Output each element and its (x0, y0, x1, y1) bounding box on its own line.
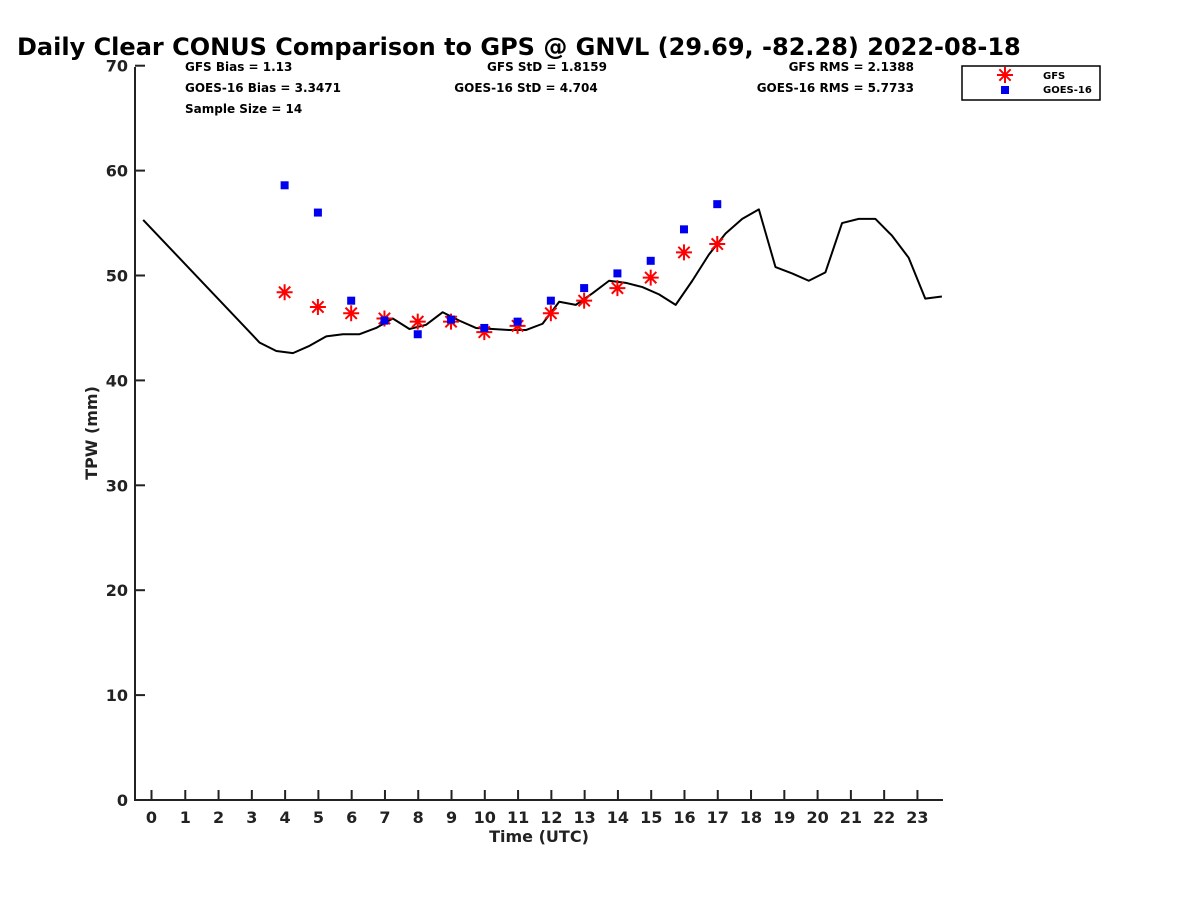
gfs-point-strokes (276, 284, 293, 301)
x-tick-label: 16 (673, 808, 695, 827)
x-tick-label: 8 (413, 808, 424, 827)
x-ticks: 0 1 2 3 4 5 6 7 8 9 10 11 12 13 14 15 16 17 18 19 20 21 22 23 (146, 790, 929, 827)
goes-point (313, 208, 322, 217)
goes-rms-text: GOES-16 RMS = 5.7733 (757, 81, 914, 95)
gfs-point-strokes (343, 305, 360, 322)
goes-point (380, 316, 389, 325)
legend-goes-marker (1001, 86, 1009, 94)
gfs-point (343, 305, 360, 322)
gfs-bias-text: GFS Bias = 1.13 (185, 60, 292, 74)
y-tick-label: 50 (106, 267, 128, 286)
y-tick-label: 0 (117, 791, 128, 810)
goes-point (646, 256, 655, 265)
gfs-point (642, 269, 659, 286)
x-tick-label: 20 (806, 808, 828, 827)
goes-std-text: GOES-16 StD = 4.704 (454, 81, 597, 95)
y-axis-label: TPW (mm) (82, 386, 101, 480)
goes-point (513, 317, 522, 326)
x-tick-label: 11 (507, 808, 529, 827)
stats-annotations: GFS Bias = 1.13 GOES-16 Bias = 3.3471 Sa… (185, 60, 914, 116)
goes-point (413, 330, 422, 339)
gfs-point-strokes (642, 269, 659, 286)
x-tick-label: 10 (474, 808, 496, 827)
gfs-point-strokes (709, 236, 726, 253)
goes-point (580, 284, 589, 293)
gfs-std-text: GFS StD = 1.8159 (487, 60, 607, 74)
gfs-point-strokes (476, 324, 493, 341)
gfs-point-strokes (609, 280, 626, 297)
goes-point (347, 296, 356, 305)
y-tick-label: 30 (106, 476, 128, 495)
gfs-point (476, 324, 493, 341)
legend-box (961, 65, 1101, 101)
goes-point (280, 181, 289, 190)
legend-gfs-asterisk-strokes (997, 67, 1013, 83)
x-tick-label: 0 (146, 808, 157, 827)
x-tick-label: 9 (446, 808, 457, 827)
goes-point (546, 296, 555, 305)
x-tick-label: 13 (574, 808, 596, 827)
gfs-point-strokes (576, 292, 593, 309)
goes-bias-text: GOES-16 Bias = 3.3471 (185, 81, 341, 95)
x-tick-label: 14 (607, 808, 629, 827)
x-tick-label: 18 (740, 808, 762, 827)
legend-gfs-label: GFS (1043, 71, 1065, 82)
x-tick-label: 7 (379, 808, 390, 827)
x-tick-label: 5 (313, 808, 324, 827)
legend-gfs-marker (997, 67, 1013, 83)
legend-gfs-asterisk (997, 67, 1013, 83)
y-tick-label: 70 (106, 57, 128, 76)
x-tick-label: 4 (280, 808, 291, 827)
x-tick-label: 2 (213, 808, 224, 827)
goes-point (679, 225, 688, 234)
goes-point (613, 269, 622, 278)
gfs-point (409, 313, 426, 330)
gfs-point-strokes (509, 317, 526, 334)
y-tick-label: 10 (106, 686, 128, 705)
gps-series-line (142, 208, 943, 355)
gfs-point-strokes (309, 298, 326, 315)
gfs-point (576, 292, 593, 309)
y-ticks: 0 10 20 30 40 50 60 70 (106, 57, 145, 810)
gfs-point (709, 236, 726, 253)
x-tick-label: 22 (873, 808, 895, 827)
goes-point (480, 323, 489, 332)
x-tick-label: 1 (180, 808, 191, 827)
gfs-point (276, 284, 293, 301)
goes-point (713, 200, 722, 209)
x-tick-label: 21 (840, 808, 862, 827)
axes (134, 67, 943, 801)
y-tick-label: 60 (106, 162, 128, 181)
gfs-point-strokes (675, 244, 692, 261)
x-tick-label: 3 (246, 808, 257, 827)
gfs-point-strokes (409, 313, 426, 330)
y-tick-label: 20 (106, 581, 128, 600)
gfs-point-strokes (542, 305, 559, 322)
gfs-point (542, 305, 559, 322)
x-tick-label: 15 (640, 808, 662, 827)
x-tick-label: 23 (906, 808, 928, 827)
gfs-point (609, 280, 626, 297)
sample-size-text: Sample Size = 14 (185, 102, 302, 116)
gfs-rms-text: GFS RMS = 2.1388 (789, 60, 914, 74)
x-tick-label: 12 (540, 808, 562, 827)
gfs-point (309, 298, 326, 315)
gfs-point (509, 317, 526, 334)
goes-point (447, 315, 456, 324)
plot-area (142, 181, 943, 355)
x-tick-label: 6 (346, 808, 357, 827)
gfs-point (675, 244, 692, 261)
x-tick-label: 19 (773, 808, 795, 827)
x-tick-label: 17 (707, 808, 729, 827)
y-tick-label: 40 (106, 371, 128, 390)
chart-title: Daily Clear CONUS Comparison to GPS @ GN… (17, 33, 1021, 61)
x-axis-label: Time (UTC) (489, 827, 589, 846)
legend-goes-label: GOES-16 (1043, 85, 1092, 96)
legend: GFS GOES-16 (961, 65, 1101, 101)
